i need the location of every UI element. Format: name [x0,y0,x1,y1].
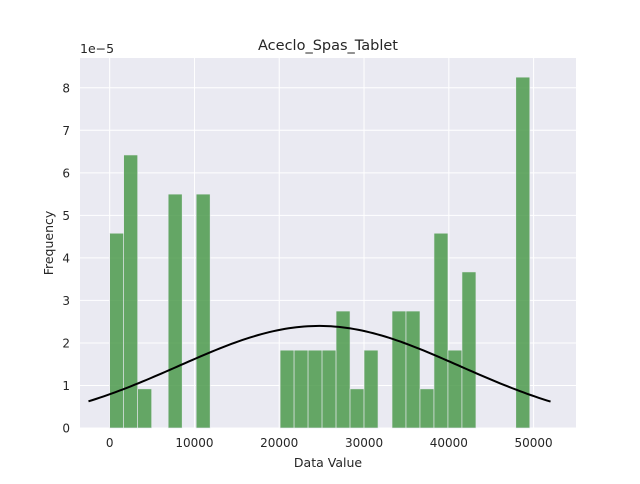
y-tick-label: 6 [62,166,70,180]
y-tick-label: 3 [62,294,70,308]
x-tick-label: 20000 [260,436,298,450]
histogram-bar [167,193,183,429]
y-axis-label: Frequency [41,210,56,275]
y-axis-ticks: 0 1 2 3 4 5 6 7 8 [62,81,70,435]
histogram-bar [307,349,323,429]
y-tick-label: 0 [62,422,70,436]
y-tick-label: 7 [62,124,70,138]
histogram-bar [137,388,152,429]
histogram-bar [363,349,379,429]
x-tick-label: 10000 [175,436,213,450]
y-tick-label: 5 [62,209,70,223]
x-axis-label: Data Value [294,455,362,470]
histogram-bar [433,232,449,429]
x-tick-label: 30000 [345,436,383,450]
histogram-bar [109,232,124,429]
x-tick-label: 0 [106,436,114,450]
grid-lines [80,58,576,429]
histogram-bar [461,271,477,429]
histogram-bars [109,76,531,429]
x-tick-label: 40000 [430,436,468,450]
x-tick-label: 50000 [515,436,553,450]
y-tick-label: 4 [62,251,70,265]
histogram-bar [279,349,295,429]
y-tick-label: 1 [62,379,70,393]
y-tick-label: 8 [62,81,70,95]
histogram-bar [405,310,421,429]
histogram-bar [195,193,211,429]
histogram-bar [419,388,435,429]
histogram-bar [391,310,407,429]
histogram-bar [335,310,351,429]
y-offset-text: 1e−5 [80,41,114,56]
histogram-bar [321,349,337,429]
histogram-bar [123,154,138,429]
x-axis-ticks: 0 10000 20000 30000 40000 50000 [106,436,553,450]
histogram-bar [349,388,365,429]
histogram-bar [515,76,531,429]
normal-curve [88,324,551,403]
chart-title: Aceclo_Spas_Tablet [258,38,398,54]
histogram-bar [293,349,309,429]
y-tick-label: 2 [62,336,70,350]
